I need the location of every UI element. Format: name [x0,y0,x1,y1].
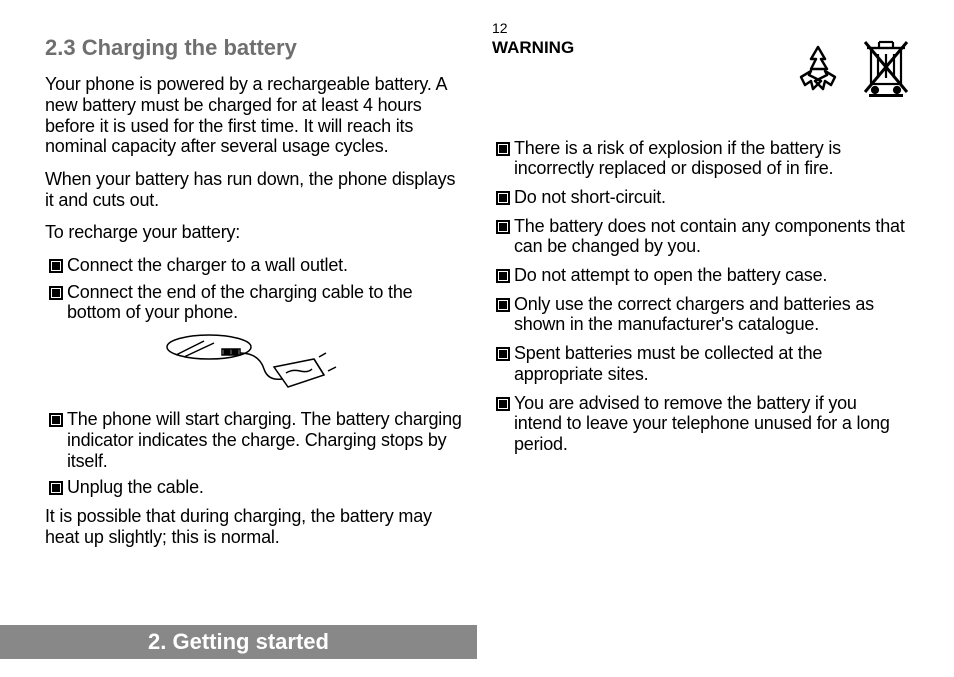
paragraph: Your phone is powered by a rechargeable … [45,74,462,157]
list-item: Connect the charger to a wall outlet. [45,255,462,276]
list-item: Unplug the cable. [45,477,462,498]
steps-list: Connect the charger to a wall outlet. Co… [45,255,462,323]
list-item: Spent batteries must be collected at the… [492,343,909,384]
steps-list-2: The phone will start charging. The batte… [45,409,462,498]
page-content: 2.3 Charging the battery Your phone is p… [0,0,954,610]
recycle-icon [791,41,845,95]
no-bin-icon [863,38,909,98]
paragraph: When your battery has run down, the phon… [45,169,462,210]
right-column: 12 WARNING [492,20,924,610]
list-item: The battery does not contain any compone… [492,216,909,257]
list-item: The phone will start charging. The batte… [45,409,462,471]
paragraph: To recharge your battery: [45,222,462,243]
chapter-bar: 2. Getting started [0,625,477,659]
disposal-icons [791,38,909,98]
chapter-title: 2. Getting started [148,629,329,655]
left-column: 2.3 Charging the battery Your phone is p… [30,20,462,610]
charger-illustration-icon [164,329,344,399]
page-number: 12 [492,20,909,36]
list-item: You are advised to remove the battery if… [492,393,909,455]
section-heading: 2.3 Charging the battery [45,35,462,60]
paragraph: It is possible that during charging, the… [45,506,462,547]
list-item: Connect the end of the charging cable to… [45,282,462,323]
warning-list: There is a risk of explosion if the batt… [492,138,909,455]
list-item: There is a risk of explosion if the batt… [492,138,909,179]
list-item: Do not short-circuit. [492,187,909,208]
list-item: Do not attempt to open the battery case. [492,265,909,286]
list-item: Only use the correct chargers and batter… [492,294,909,335]
